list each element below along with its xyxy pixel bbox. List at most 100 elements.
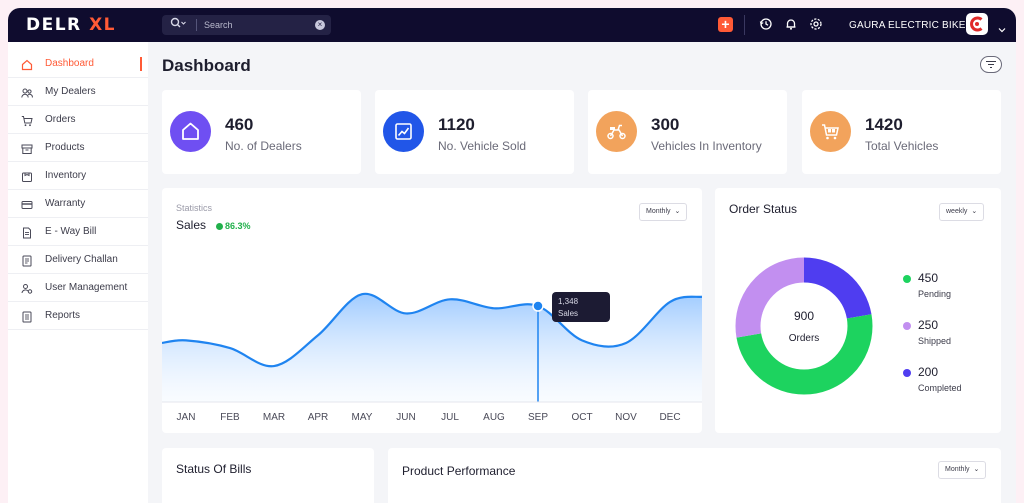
report-icon — [21, 310, 33, 323]
sidebar-item-label: Orders — [45, 114, 76, 125]
card-icon — [21, 198, 33, 210]
sidebar-item-e-way-bill[interactable]: E - Way Bill — [8, 218, 148, 246]
product-performance-card: Product Performance Monthly ⌄ — [388, 448, 1001, 503]
x-tick-label: SEP — [528, 412, 548, 423]
document-icon — [21, 226, 33, 239]
cart-icon — [21, 114, 33, 127]
chevron-down-icon: ⌄ — [971, 208, 978, 215]
home-icon — [170, 111, 211, 152]
sidebar-item-label: User Management — [45, 282, 128, 293]
inventory-icon — [21, 170, 33, 182]
order-donut-chart[interactable]: 900 Orders — [715, 188, 1001, 433]
chevron-down-icon: ⌄ — [973, 466, 980, 473]
sales-chart[interactable]: JAN FEB MAR APR MAY JUN JUL AUG SEP OCT NOV DEC 1,3… — [162, 188, 702, 433]
performance-title: Product Performance — [402, 464, 516, 478]
sidebar-item-label: My Dealers — [45, 86, 96, 97]
performance-period-dropdown[interactable]: Monthly ⌄ — [938, 461, 987, 479]
x-axis-ticks: JAN FEB MAR APR MAY JUN JUL AUG SEP OCT NOV DEC — [177, 412, 681, 423]
chart-tooltip: 1,348 Sales — [552, 292, 610, 323]
x-tick-label: FEB — [220, 412, 240, 423]
status-of-bills-card: Status Of Bills — [162, 448, 374, 503]
brand-logo[interactable]: DELR XL — [26, 15, 117, 35]
stat-card-total-vehicles[interactable]: 1420 Total Vehicles — [802, 90, 1001, 174]
donut-segments — [735, 257, 873, 395]
sidebar-item-label: Dashboard — [45, 58, 94, 69]
x-tick-label: MAY — [352, 412, 373, 423]
sales-period-dropdown[interactable]: Monthly ⌄ — [639, 203, 688, 221]
search-box[interactable]: × — [162, 15, 331, 35]
legend-value: 250 — [918, 318, 939, 332]
x-tick-label: NOV — [615, 412, 637, 423]
bell-icon[interactable] — [783, 16, 799, 32]
sidebar-item-label: Warranty — [45, 198, 86, 209]
sidebar-item-warranty[interactable]: Warranty — [8, 190, 148, 218]
stat-label: Vehicles In Inventory — [651, 139, 762, 153]
stat-value: 460 — [225, 115, 254, 134]
chevron-down-icon[interactable] — [998, 20, 1006, 38]
x-tick-label: AUG — [483, 412, 505, 423]
sidebar-item-dashboard[interactable]: Dashboard — [8, 50, 148, 78]
page-title: Dashboard — [162, 56, 251, 75]
bills-title: Status Of Bills — [176, 462, 252, 476]
search-divider — [196, 19, 197, 31]
tooltip-box — [552, 292, 610, 323]
legend-dot — [903, 275, 911, 283]
cart-icon — [810, 111, 851, 152]
gear-icon[interactable] — [808, 16, 824, 32]
legend-label: Completed — [918, 383, 962, 393]
search-icon[interactable] — [170, 17, 186, 34]
sidebar-item-orders[interactable]: Orders — [8, 106, 148, 134]
legend-dot — [903, 369, 911, 377]
legend-value: 450 — [918, 271, 939, 285]
chart-title: Sales — [176, 218, 207, 232]
sales-change-badge: 86.3% — [216, 221, 251, 231]
tooltip-label: Sales — [558, 309, 578, 318]
x-tick-label: JAN — [177, 412, 196, 423]
sidebar-item-delivery-challan[interactable]: Delivery Challan — [8, 246, 148, 274]
sidebar-item-label: Inventory — [45, 170, 87, 181]
sidebar-item-label: Reports — [45, 310, 81, 321]
receipt-icon — [21, 254, 33, 267]
history-icon[interactable] — [758, 16, 774, 32]
donut-segment-shipped — [735, 257, 873, 395]
sidebar-item-user-management[interactable]: User Management — [8, 274, 148, 302]
order-period-dropdown[interactable]: weekly ⌄ — [939, 203, 985, 221]
sidebar-item-reports[interactable]: Reports — [8, 302, 148, 330]
legend-label: Pending — [918, 289, 952, 299]
sidebar-item-products[interactable]: Products — [8, 134, 148, 162]
company-name[interactable]: GAURA ELECTRIC BIKES — [849, 20, 973, 31]
sidebar-item-my-dealers[interactable]: My Dealers — [8, 78, 148, 106]
stat-label: Total Vehicles — [865, 139, 939, 153]
sidebar-item-label: Products — [45, 142, 85, 153]
up-arrow-icon — [216, 223, 223, 230]
tooltip-value: 1,348 — [558, 297, 579, 306]
sales-area — [162, 293, 702, 402]
sidebar-item-label: E - Way Bill — [45, 226, 97, 237]
stat-card-inventory[interactable]: 300 Vehicles In Inventory — [588, 90, 787, 174]
donut-total-label: Orders — [789, 333, 820, 344]
box-icon — [21, 142, 33, 154]
stat-card-vehicles-sold[interactable]: 1120 No. Vehicle Sold — [375, 90, 574, 174]
company-avatar[interactable] — [966, 13, 988, 35]
scooter-icon — [596, 111, 637, 152]
x-tick-label: OCT — [571, 412, 592, 423]
sidebar-item-inventory[interactable]: Inventory — [8, 162, 148, 190]
app-window: DELR XL × + GAURA ELECTRIC BIKES — [8, 8, 1016, 503]
add-button[interactable]: + — [718, 17, 733, 32]
stat-value: 300 — [651, 115, 680, 134]
sales-card: JAN FEB MAR APR MAY JUN JUL AUG SEP OCT NOV DEC 1,3… — [162, 188, 702, 433]
donut-total: 900 — [794, 309, 814, 323]
sales-line — [162, 292, 702, 368]
stat-card-dealers[interactable]: 460 No. of Dealers — [162, 90, 361, 174]
toolbar-divider — [744, 15, 745, 35]
legend-dot — [903, 322, 911, 330]
legend-label: Shipped — [918, 336, 952, 346]
stat-value: 1120 — [438, 115, 475, 134]
chevron-down-icon: ⌄ — [674, 208, 681, 215]
x-tick-label: MAR — [263, 412, 285, 423]
clear-search-icon[interactable]: × — [315, 20, 325, 30]
x-tick-label: DEC — [659, 412, 680, 423]
search-input[interactable] — [204, 17, 304, 33]
top-bar: DELR XL × + GAURA ELECTRIC BIKES — [8, 8, 1016, 42]
filter-button[interactable] — [980, 56, 1002, 73]
